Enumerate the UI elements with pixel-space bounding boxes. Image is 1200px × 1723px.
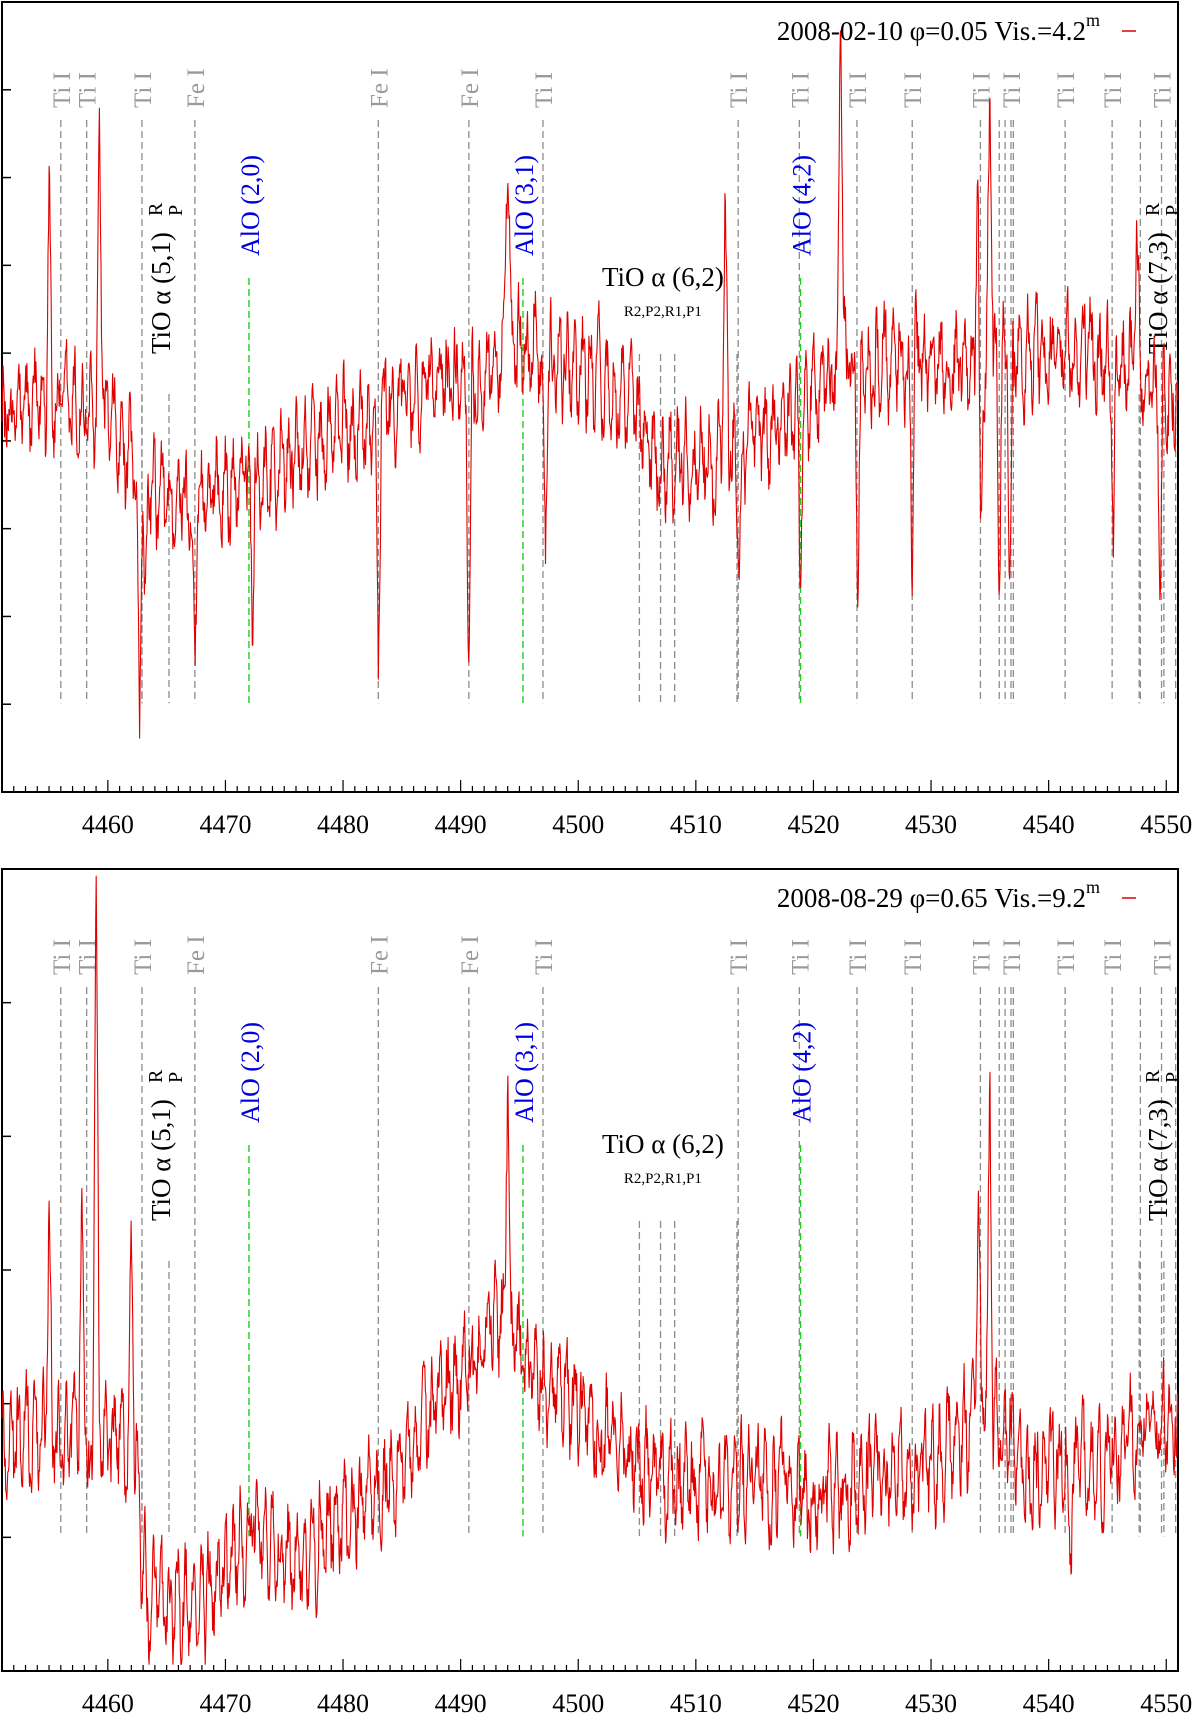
tio-band-label: TiO α (7,3) [1143,1099,1173,1221]
x-tick-label: 4540 [1023,810,1075,839]
tio-branch-p-label: P [165,205,187,216]
element-line-label: Ti I [1053,939,1080,975]
element-line-label: Fe I [366,935,393,975]
alo-band-label: AlO (4,2) [788,155,817,256]
x-tick-label: 4520 [787,810,839,839]
spectrum-panel-top: 4460 4470 4480 4490 4500 4510 4520 4530 4540 4550… [1,1,1192,839]
x-tick-label: 4480 [317,1689,369,1718]
tio-branch-p-label: P [165,1072,187,1083]
spectrum-panel-bottom: 4460 4470 4480 4490 4500 4510 4520 4530 4540 4550… [1,868,1192,1718]
element-line-label: Ti I [1053,72,1080,108]
element-line-label: Ti I [787,939,814,975]
element-line-label: Ti I [968,939,995,975]
element-line-label: Fe I [183,68,210,108]
element-line-label: Ti I [999,72,1026,108]
x-tick-label: 4500 [552,1689,604,1718]
element-line-label: Ti I [900,939,927,975]
x-tick-label: 4490 [435,1689,487,1718]
x-tick-label: 4530 [905,1689,957,1718]
spectrum-series-line [1,30,1179,739]
element-line-label: Ti I [1150,72,1177,108]
element-line-label: Ti I [999,939,1026,975]
alo-band-label: AlO (3,1) [510,155,539,256]
element-line-label: Ti I [531,939,558,975]
x-tick-label: 4530 [905,810,957,839]
tio-band-6-2-branches: R2,P2,R1,P1 [624,304,702,320]
x-tick-label: 4470 [199,810,251,839]
element-line-label: Ti I [726,939,753,975]
element-line-label: Ti I [968,72,995,108]
element-line-label: Ti I [900,72,927,108]
alo-band-label: AlO (3,1) [510,1022,539,1123]
tio-branch-r-label: R [145,202,167,216]
x-tick-label: 4540 [1023,1689,1075,1718]
x-tick-label: 4520 [787,1689,839,1718]
element-line-label: Fe I [457,68,484,108]
tio-band-6-2-label: TiO α (6,2) [602,1129,724,1159]
tio-band-label: TiO α (7,3) [1143,232,1173,354]
legend-superscript: m [1086,10,1100,30]
element-line-label: Ti I [1100,939,1127,975]
x-tick-label: 4480 [317,810,369,839]
element-line-label: Ti I [49,72,76,108]
tio-band-6-2-branches: R2,P2,R1,P1 [624,1171,702,1187]
legend-label: 2008-08-29 φ=0.65 Vis.=9.2 [777,883,1086,913]
element-line-label: Ti I [845,939,872,975]
x-tick-label: 4460 [82,1689,134,1718]
element-line-label: Ti I [726,72,753,108]
element-line-label: Ti I [75,939,102,975]
tio-band-label: TiO α (5,1) [146,232,176,354]
element-line-label: Ti I [787,72,814,108]
element-line-label: Fe I [183,935,210,975]
element-line-label: Ti I [845,72,872,108]
x-tick-label: 4510 [670,1689,722,1718]
x-tick-label: 4490 [435,810,487,839]
tio-band-label: TiO α (5,1) [146,1099,176,1221]
spectrum-series-line [1,875,1179,1665]
tio-branch-r-label: R [145,1069,167,1083]
element-line-label: Fe I [457,935,484,975]
alo-band-label: AlO (4,2) [788,1022,817,1123]
element-line-label: Ti I [1150,939,1177,975]
tio-branch-r-label: R [1142,1069,1164,1083]
element-line-label: Ti I [75,72,102,108]
element-line-label: Ti I [130,72,157,108]
alo-band-label: AlO (2,0) [236,155,265,256]
tio-branch-r-label: R [1142,202,1164,216]
x-tick-label: 4460 [82,810,134,839]
x-tick-label: 4500 [552,810,604,839]
x-tick-label: 4510 [670,810,722,839]
tio-branch-p-label: P [1162,1072,1184,1083]
legend-label: 2008-02-10 φ=0.05 Vis.=4.2 [777,16,1086,46]
x-tick-label: 4470 [199,1689,251,1718]
element-line-label: Fe I [366,68,393,108]
x-tick-label: 4550 [1140,1689,1192,1718]
tio-branch-p-label: P [1162,205,1184,216]
element-line-label: Ti I [130,939,157,975]
x-tick-label: 4550 [1140,810,1192,839]
element-line-label: Ti I [1100,72,1127,108]
element-line-label: Ti I [531,72,558,108]
alo-band-label: AlO (2,0) [236,1022,265,1123]
legend-superscript: m [1086,877,1100,897]
tio-band-6-2-label: TiO α (6,2) [602,262,724,292]
element-line-label: Ti I [49,939,76,975]
